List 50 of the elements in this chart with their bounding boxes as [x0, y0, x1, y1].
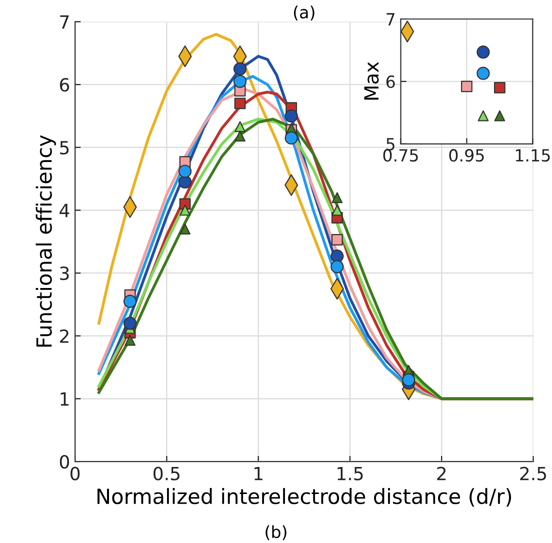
y-axis-title: Functional efficiency [36, 135, 56, 347]
point [234, 121, 246, 132]
point [330, 260, 344, 274]
point [332, 192, 343, 204]
point [402, 373, 416, 386]
y-tick-label: 7 [386, 13, 394, 26]
point [180, 204, 190, 216]
y-tick-label: 2 [60, 329, 68, 343]
x-tick-label: 1.15 [516, 149, 550, 162]
y-tick-label: 0 [60, 455, 70, 469]
x-tick-label: 0.95 [449, 149, 484, 162]
chart-title: (a) [294, 6, 314, 20]
point [233, 74, 247, 88]
x-tick-label: 1.5 [338, 466, 363, 480]
point [123, 294, 137, 308]
point [178, 175, 192, 189]
point [476, 46, 490, 59]
x-tick-label: 1 [254, 466, 262, 480]
y-tick-label: 7 [60, 15, 69, 29]
point [234, 130, 246, 142]
x-tick-label: 0.75 [383, 149, 418, 162]
y-tick-label: 6 [386, 75, 395, 88]
x-tick-label: 0.5 [154, 466, 180, 480]
y-tick-label: 6 [60, 78, 70, 92]
point [178, 164, 192, 178]
point [461, 80, 472, 92]
point [478, 110, 489, 122]
point [494, 110, 506, 122]
y-tick-label: 3 [60, 266, 69, 280]
y-tick-label: 5 [60, 141, 69, 154]
x-tick-label: 2 [437, 466, 446, 480]
y-axis-title: Max [364, 62, 379, 100]
point [476, 66, 490, 80]
point [330, 250, 344, 263]
point [284, 131, 298, 145]
point [331, 234, 343, 246]
point [233, 62, 247, 76]
point [180, 224, 190, 235]
text: (b) [266, 525, 286, 540]
point [284, 109, 298, 123]
x-tick-label: 2.5 [520, 466, 546, 480]
point [234, 98, 246, 110]
point [124, 334, 136, 346]
point [494, 82, 506, 94]
point [332, 204, 343, 216]
y-tick-label: 4 [60, 204, 70, 218]
x-axis-title: Normalized interelectrode distance (d/r) [98, 488, 512, 507]
point [123, 316, 137, 330]
x-tick-label: 0 [70, 466, 80, 480]
y-tick-label: 1 [60, 392, 69, 406]
